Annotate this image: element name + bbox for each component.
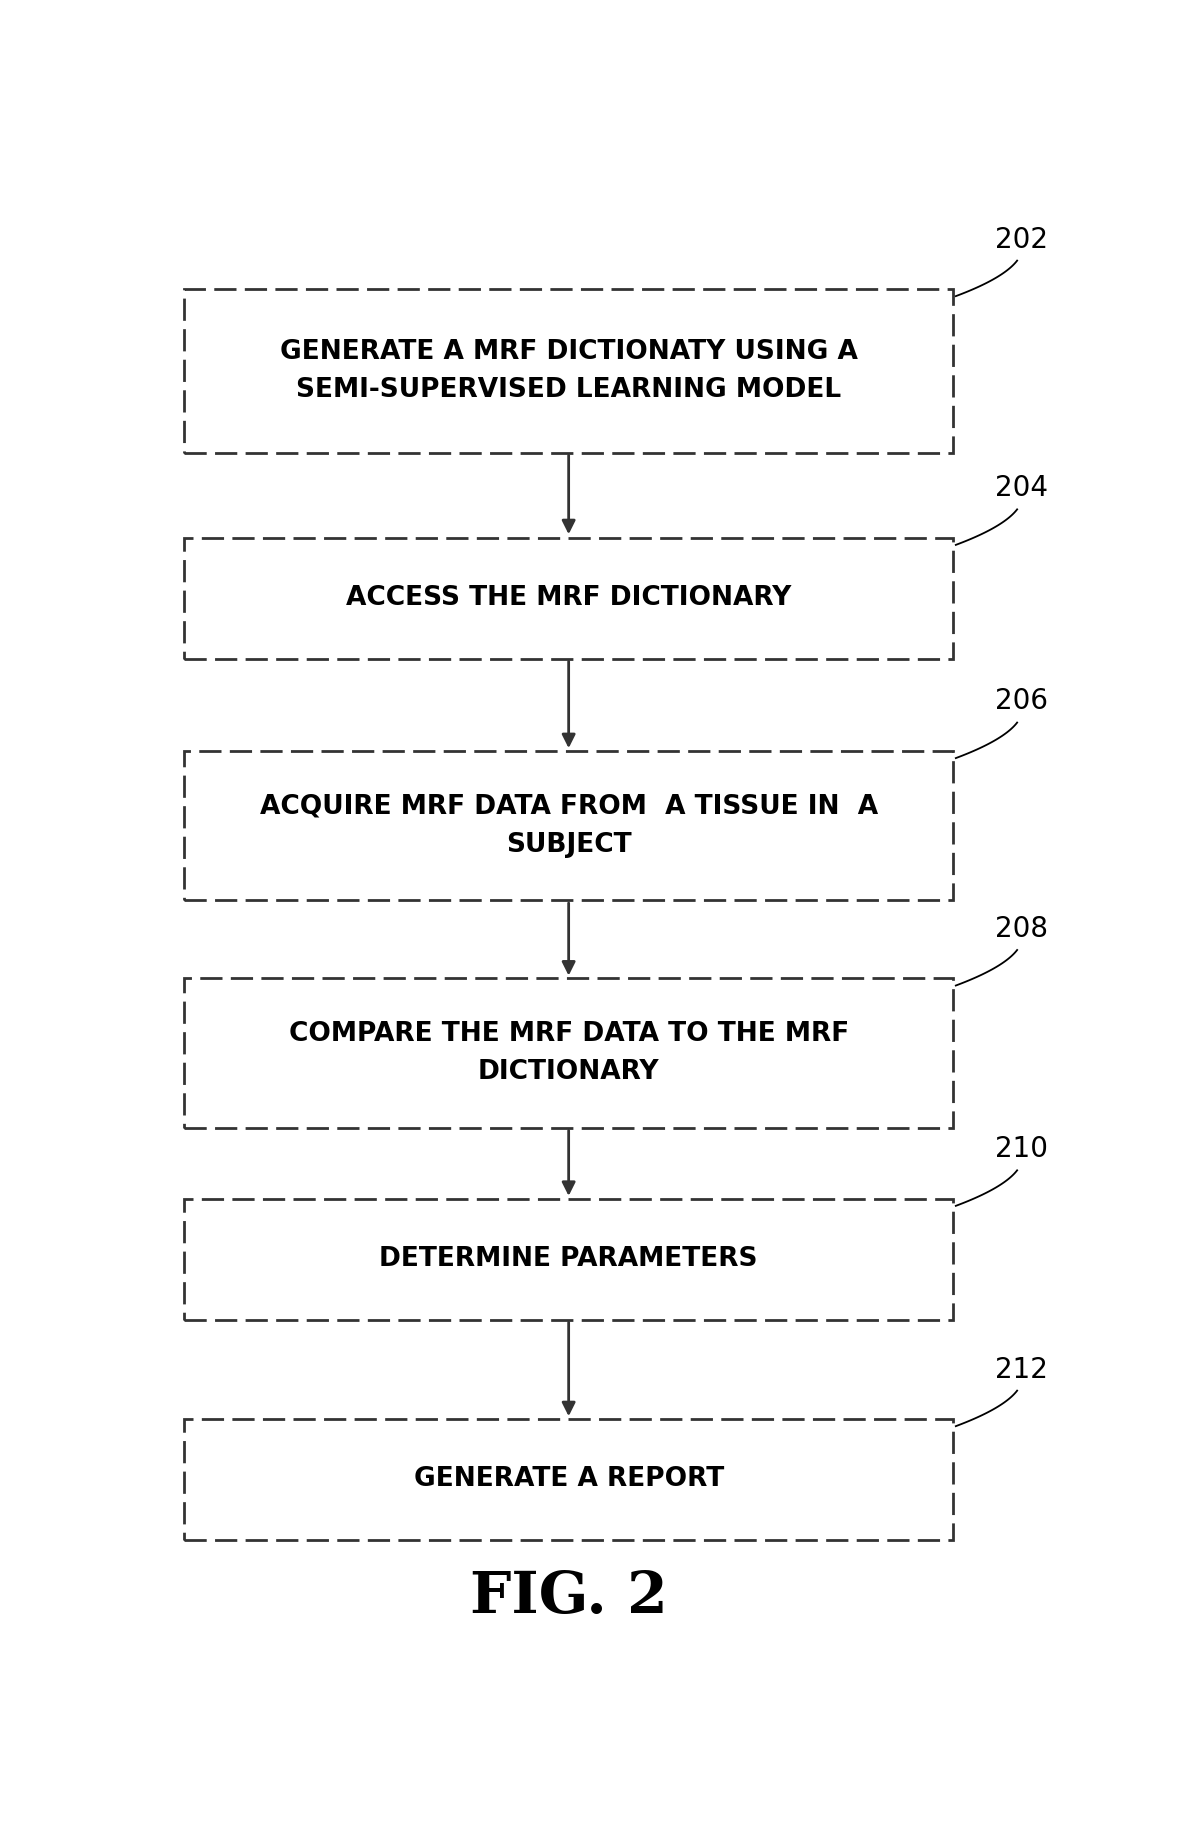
Text: ACCESS THE MRF DICTIONARY: ACCESS THE MRF DICTIONARY <box>346 585 791 611</box>
Bar <box>184 1198 953 1320</box>
Bar <box>184 537 953 659</box>
Text: 204: 204 <box>996 474 1049 502</box>
Text: 202: 202 <box>996 225 1049 253</box>
Text: 212: 212 <box>996 1355 1049 1383</box>
Bar <box>184 751 953 901</box>
Text: GENERATE A MRF DICTIONATY USING A
SEMI-SUPERVISED LEARNING MODEL: GENERATE A MRF DICTIONATY USING A SEMI-S… <box>280 340 857 402</box>
Text: ACQUIRE MRF DATA FROM  A TISSUE IN  A
SUBJECT: ACQUIRE MRF DATA FROM A TISSUE IN A SUBJ… <box>260 794 877 858</box>
Text: 206: 206 <box>996 687 1049 716</box>
Bar <box>184 290 953 452</box>
Text: DETERMINE PARAMETERS: DETERMINE PARAMETERS <box>379 1246 758 1272</box>
Text: 210: 210 <box>996 1135 1049 1163</box>
Bar <box>184 978 953 1128</box>
Bar <box>184 1420 953 1540</box>
Text: FIG. 2: FIG. 2 <box>470 1569 667 1626</box>
Text: 208: 208 <box>996 916 1049 943</box>
Text: GENERATE A REPORT: GENERATE A REPORT <box>413 1466 724 1492</box>
Text: COMPARE THE MRF DATA TO THE MRF
DICTIONARY: COMPARE THE MRF DATA TO THE MRF DICTIONA… <box>288 1021 849 1085</box>
